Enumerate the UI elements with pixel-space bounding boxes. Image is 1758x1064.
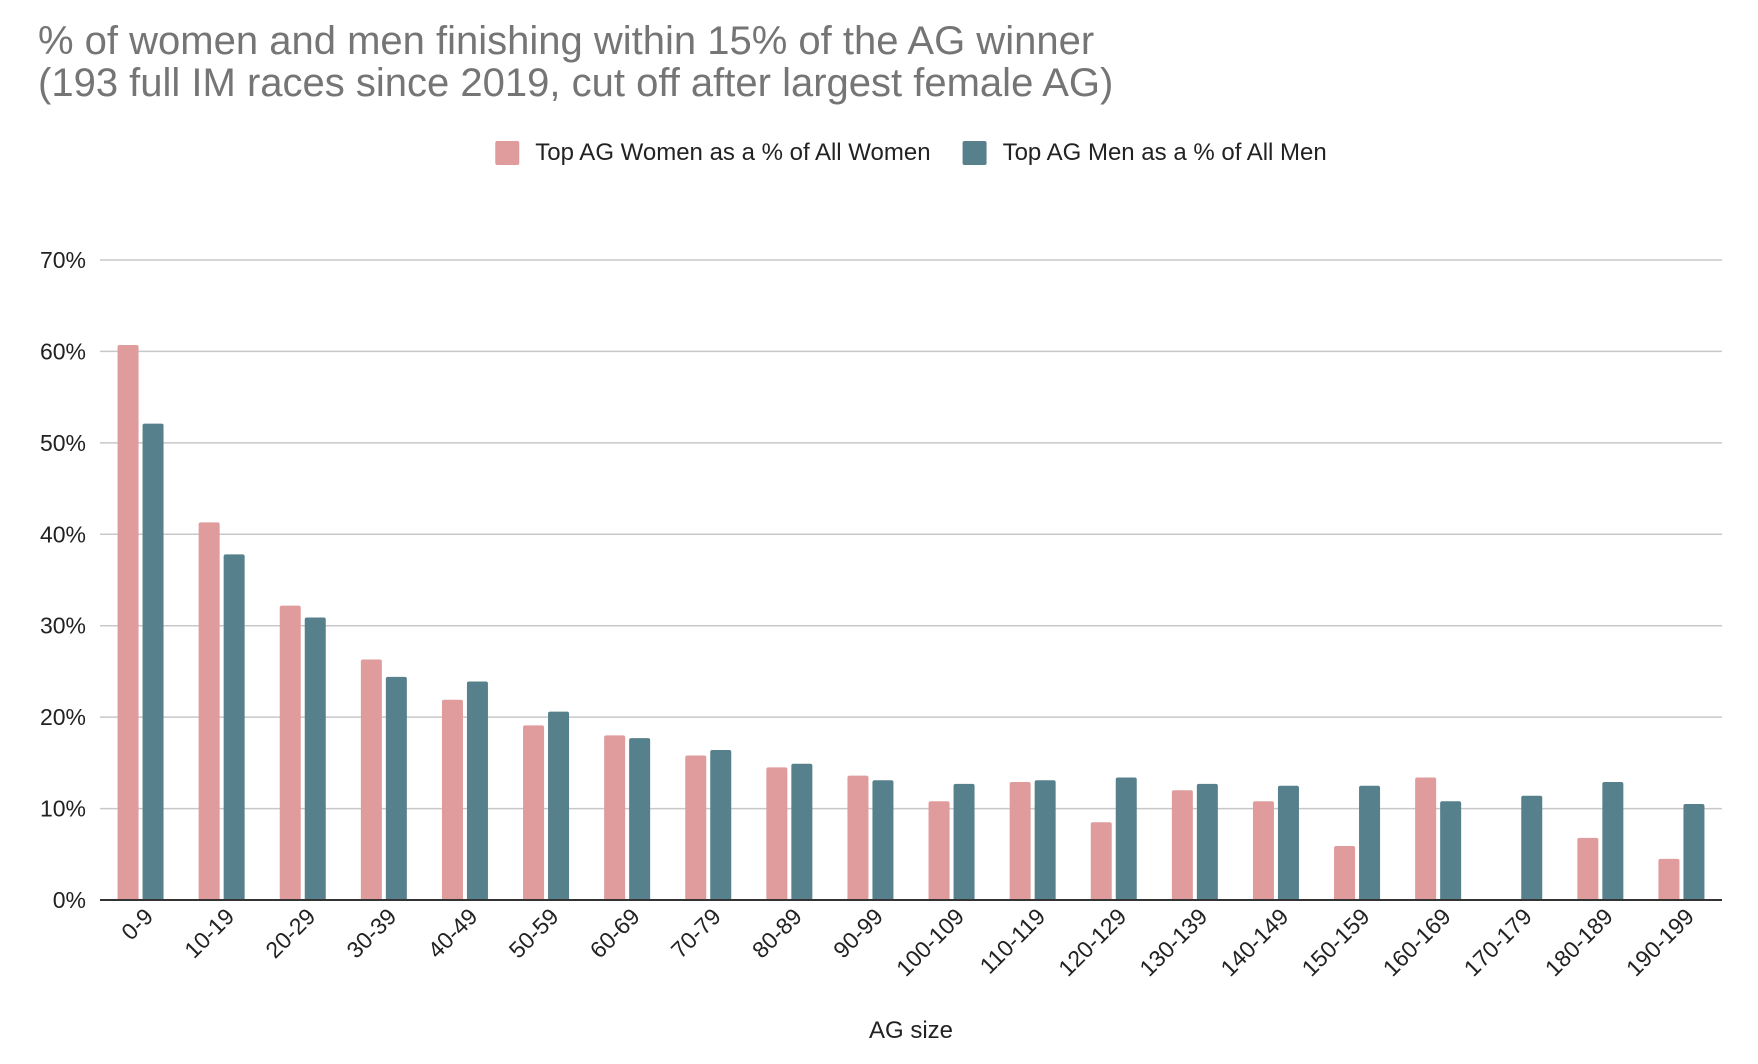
bar-women-160-169 bbox=[1415, 777, 1437, 900]
x-tick-label: 150-159 bbox=[1297, 903, 1375, 981]
bar-men-90-99 bbox=[872, 780, 894, 900]
bar-men-100-109 bbox=[953, 783, 975, 900]
bar-men-70-79 bbox=[710, 750, 732, 900]
x-tick-label: 180-189 bbox=[1540, 903, 1618, 981]
bar-women-110-119 bbox=[1009, 782, 1031, 900]
bar-women-70-79 bbox=[685, 755, 707, 900]
x-tick-label: 120-129 bbox=[1053, 903, 1131, 981]
x-tick-label: 50-59 bbox=[504, 903, 564, 963]
x-tick-label: 10-19 bbox=[179, 903, 239, 963]
bar-women-80-89 bbox=[766, 767, 788, 900]
x-tick-label: 170-179 bbox=[1459, 903, 1537, 981]
y-tick-label: 10% bbox=[40, 796, 86, 822]
bar-men-20-29 bbox=[304, 617, 326, 900]
bar-men-40-49 bbox=[466, 681, 488, 900]
x-axis-title: AG size bbox=[869, 1017, 953, 1044]
bar-men-30-39 bbox=[385, 676, 407, 900]
x-tick-label: 160-169 bbox=[1378, 903, 1456, 981]
bar-women-190-199 bbox=[1658, 858, 1680, 900]
bar-women-10-19 bbox=[198, 522, 220, 900]
bar-women-150-159 bbox=[1334, 846, 1356, 900]
bar-men-160-169 bbox=[1440, 801, 1462, 900]
legend-item-women: Top AG Women as a % of All Women bbox=[495, 139, 931, 166]
y-tick-label: 30% bbox=[40, 613, 86, 639]
bar-women-60-69 bbox=[604, 735, 626, 900]
x-tick-label: 90-99 bbox=[828, 903, 888, 963]
x-tick-label: 100-109 bbox=[891, 903, 969, 981]
bar-women-20-29 bbox=[279, 605, 301, 900]
bar-men-80-89 bbox=[791, 763, 813, 900]
bar-men-10-19 bbox=[223, 554, 245, 900]
chart-legend: Top AG Women as a % of All Women Top AG M… bbox=[495, 139, 1327, 166]
y-tick-label: 60% bbox=[40, 338, 86, 364]
y-tick-label: 40% bbox=[40, 521, 86, 547]
bar-women-0-9 bbox=[117, 345, 139, 900]
bar-men-50-59 bbox=[548, 711, 570, 900]
x-tick-label: 190-199 bbox=[1621, 903, 1699, 981]
bar-women-180-189 bbox=[1577, 837, 1599, 900]
bar-women-90-99 bbox=[847, 775, 869, 900]
x-tick-label: 60-69 bbox=[585, 903, 645, 963]
x-axis-ticks: 0-9 10-19 20-29 30-39 40-49 50-59 60-69 70-79 80… bbox=[116, 903, 1699, 981]
bar-men-190-199 bbox=[1683, 804, 1705, 900]
gridlines bbox=[100, 259, 1722, 810]
y-axis-ticks: 0% 10% 20% 30% 40% 50% 60% 70% bbox=[40, 247, 86, 913]
bar-men-140-149 bbox=[1277, 785, 1299, 900]
bar-women-100-109 bbox=[928, 801, 950, 900]
x-tick-label: 0-9 bbox=[116, 903, 158, 945]
bar-women-30-39 bbox=[360, 659, 382, 900]
chart-title: % of women and men finishing within 15% … bbox=[38, 19, 1113, 105]
x-tick-label: 80-89 bbox=[747, 903, 807, 963]
legend-label: Top AG Men as a % of All Men bbox=[1003, 139, 1327, 166]
bars bbox=[117, 345, 1705, 900]
x-tick-label: 20-29 bbox=[260, 903, 320, 963]
bar-men-120-129 bbox=[1115, 777, 1137, 900]
legend-swatch bbox=[962, 141, 987, 165]
bar-women-50-59 bbox=[523, 725, 545, 900]
legend-label: Top AG Women as a % of All Women bbox=[535, 139, 930, 166]
bar-men-180-189 bbox=[1602, 782, 1624, 900]
bar-men-170-179 bbox=[1521, 795, 1543, 900]
bar-women-40-49 bbox=[441, 699, 463, 900]
x-tick-label: 30-39 bbox=[341, 903, 401, 963]
bar-men-150-159 bbox=[1359, 785, 1381, 900]
y-tick-label: 70% bbox=[40, 247, 86, 273]
x-tick-label: 130-139 bbox=[1134, 903, 1212, 981]
bar-men-130-139 bbox=[1196, 783, 1218, 900]
bar-men-0-9 bbox=[142, 423, 164, 900]
x-tick-label: 110-119 bbox=[975, 903, 1051, 979]
bar-men-60-69 bbox=[629, 738, 651, 900]
x-tick-label: 70-79 bbox=[666, 903, 726, 963]
y-tick-label: 0% bbox=[53, 887, 86, 913]
y-tick-label: 20% bbox=[40, 704, 86, 730]
legend-item-men: Top AG Men as a % of All Men bbox=[962, 139, 1327, 166]
x-tick-label: 40-49 bbox=[423, 903, 483, 963]
bar-women-140-149 bbox=[1252, 801, 1274, 900]
x-tick-label: 140-149 bbox=[1215, 903, 1293, 981]
chart-title-line-2: (193 full IM races since 2019, cut off a… bbox=[38, 61, 1113, 105]
legend-swatch bbox=[495, 141, 520, 165]
y-tick-label: 50% bbox=[40, 430, 86, 456]
bar-women-130-139 bbox=[1171, 790, 1193, 900]
chart-title-line-1: % of women and men finishing within 15% … bbox=[38, 19, 1094, 63]
bar-women-120-129 bbox=[1090, 822, 1112, 900]
bar-men-110-119 bbox=[1034, 780, 1056, 900]
